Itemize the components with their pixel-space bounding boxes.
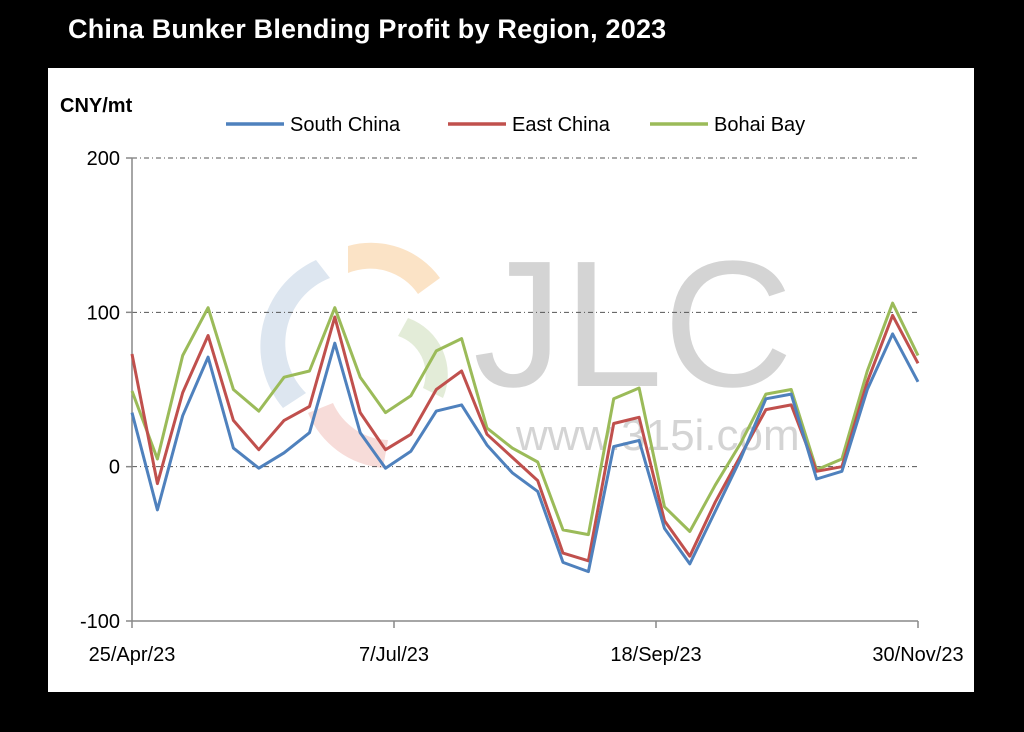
series-lines — [130, 301, 920, 574]
watermark-logo-red — [308, 403, 388, 468]
y-tick-label: 200 — [87, 148, 120, 170]
legend: South China East China Bohai Bay — [226, 114, 805, 136]
watermark-brand: JLC — [473, 224, 793, 425]
chart-panel: JLC www.315i.com CNY/mt 200 100 0 -100 25/A… — [48, 68, 974, 692]
axes — [126, 157, 919, 628]
x-tick-label: 25/Apr/23 — [89, 644, 176, 666]
x-tick-labels: 25/Apr/23 7/Jul/23 18/Sep/23 30/Nov/23 — [89, 644, 964, 666]
series-line-bohai-bay — [130, 301, 920, 537]
x-tick-label: 7/Jul/23 — [359, 644, 429, 666]
y-axis-label: CNY/mt — [60, 95, 133, 117]
y-tick-labels: 200 100 0 -100 — [80, 148, 120, 633]
series-line-east-china — [130, 313, 920, 563]
watermark-logo-orange — [348, 242, 440, 294]
y-tick-label: 0 — [109, 457, 120, 479]
title-bar — [48, 0, 976, 68]
series-line-south-china — [130, 332, 920, 574]
legend-label-bohai-bay: Bohai Bay — [714, 114, 805, 136]
chart-title: China Bunker Blending Profit by Region, … — [68, 14, 667, 44]
watermark-logo-green — [398, 318, 448, 398]
legend-label-south-china: South China — [290, 114, 401, 136]
y-tick-label: 100 — [87, 302, 120, 324]
legend-label-east-china: East China — [512, 114, 611, 136]
watermark-logo-blue — [260, 260, 330, 408]
x-tick-label: 30/Nov/23 — [872, 644, 963, 666]
grid — [132, 157, 918, 468]
y-tick-label: -100 — [80, 611, 120, 633]
x-tick-label: 18/Sep/23 — [610, 644, 701, 666]
